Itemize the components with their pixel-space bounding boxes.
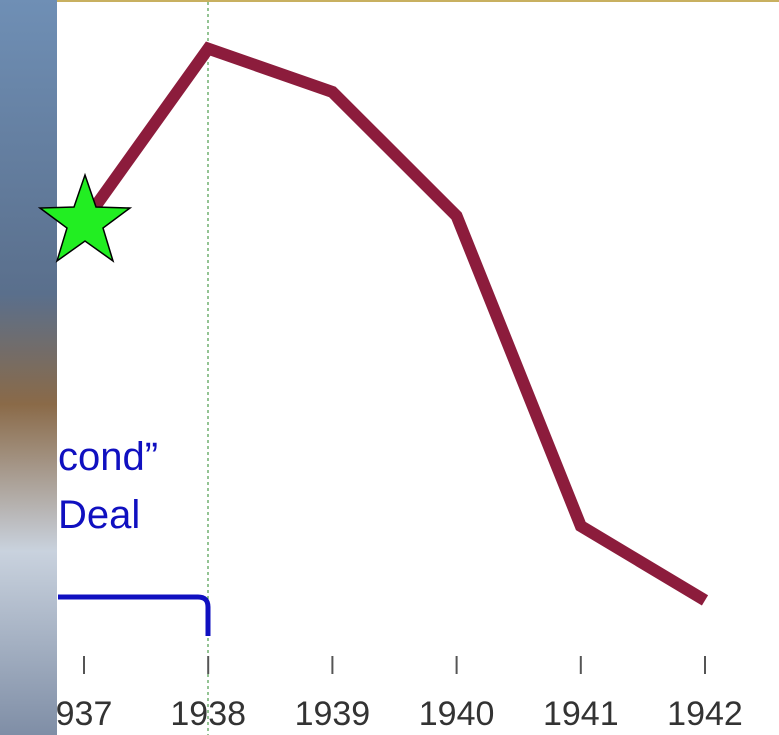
x-tick-label: 1940 xyxy=(419,695,495,733)
annotation: cond” xyxy=(58,435,158,479)
data-line xyxy=(79,41,709,606)
x-tick-label: 1938 xyxy=(170,695,246,733)
x-tick-label: 937 xyxy=(56,695,113,733)
annotation: Deal xyxy=(58,493,140,537)
bracket xyxy=(58,594,211,636)
x-tick-label: 1941 xyxy=(543,695,619,733)
x-tick-label: 1939 xyxy=(295,695,371,733)
star-marker xyxy=(37,172,133,263)
top-border xyxy=(0,0,779,2)
x-tick-label: 1942 xyxy=(667,695,743,733)
photo xyxy=(0,0,57,735)
